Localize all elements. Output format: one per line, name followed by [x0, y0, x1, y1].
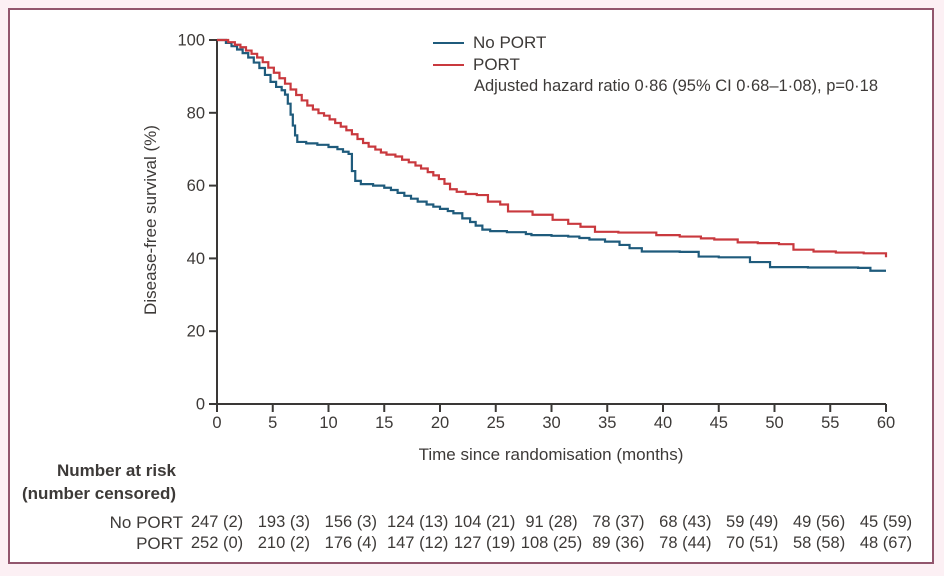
x-axis-tick-label: 0 [212, 414, 221, 432]
axis-tick-labels: 0 20 40 60 80 100 0 5 10 15 20 25 30 35 40 45 50 55 60 [177, 32, 895, 433]
x-axis-tick-label: 15 [375, 414, 393, 432]
figure-frame [8, 8, 934, 564]
at-risk-value: 193 (3) [257, 513, 311, 531]
at-risk-value: 78 (37) [592, 513, 645, 531]
at-risk-value: 176 (4) [324, 534, 377, 552]
at-risk-value: 58 (58) [792, 534, 846, 552]
y-axis-tick-label: 0 [196, 396, 205, 414]
at-risk-value: 91 (28) [525, 513, 578, 531]
number-at-risk-header-line1: Number at risk [56, 461, 176, 480]
x-axis-tick-label: 60 [877, 414, 895, 432]
at-risk-value: 89 (36) [592, 534, 645, 552]
at-risk-value: 147 (12) [386, 534, 449, 552]
at-risk-value: 127 (19) [453, 534, 516, 552]
y-axis-tick-label: 60 [187, 177, 205, 195]
legend-label-port: PORT [473, 55, 520, 74]
x-axis-tick-label: 40 [654, 414, 672, 432]
number-at-risk-header-line2: (number censored) [22, 484, 176, 503]
port-line-swatch [433, 64, 464, 66]
x-axis-tick-label: 10 [319, 414, 337, 432]
x-axis-tick-label: 55 [821, 414, 839, 432]
y-axis-title: Disease-free survival (%) [141, 125, 160, 315]
x-axis-title: Time since randomisation (months) [418, 445, 684, 464]
x-axis-tick-label: 20 [431, 414, 449, 432]
at-risk-value: 48 (67) [859, 534, 913, 552]
at-risk-value: 70 (51) [726, 534, 779, 552]
x-axis-tick-label: 25 [487, 414, 505, 432]
at-risk-value: 45 (59) [859, 513, 913, 531]
y-axis-tick-label: 100 [177, 32, 205, 50]
at-risk-value: 252 (0) [190, 534, 244, 552]
number-at-risk-header: Number at risk (number censored) [18, 459, 176, 505]
survival-curves [217, 38, 888, 272]
legend-item-port: PORT [433, 54, 878, 76]
at-risk-value: 210 (2) [257, 534, 311, 552]
km-curve-no-port [217, 38, 886, 272]
axis-ticks [209, 39, 887, 412]
at-risk-value: 124 (13) [386, 513, 449, 531]
x-axis-tick-label: 30 [542, 414, 560, 432]
at-risk-row-label-port: PORT [136, 534, 183, 553]
at-risk-value: 78 (44) [659, 534, 712, 552]
legend-item-no-port: No PORT [433, 32, 878, 54]
x-axis-tick-label: 50 [765, 414, 783, 432]
at-risk-value: 59 (49) [726, 513, 779, 531]
at-risk-value: 156 (3) [324, 513, 377, 531]
x-axis-tick-label: 5 [268, 414, 277, 432]
x-axis-tick-label: 45 [710, 414, 728, 432]
hazard-ratio-annotation: Adjusted hazard ratio 0·86 (95% CI 0·68–… [474, 77, 879, 95]
at-risk-value: 104 (21) [453, 513, 516, 531]
x-axis-tick-label: 35 [598, 414, 616, 432]
y-axis-tick-label: 80 [187, 104, 205, 122]
km-curve-port [217, 38, 888, 258]
at-risk-value: 108 (25) [520, 534, 583, 552]
legend-label-no-port: No PORT [473, 33, 547, 52]
at-risk-row-label-no-port: No PORT [109, 513, 183, 532]
at-risk-value: 68 (43) [659, 513, 712, 531]
no-port-line-swatch [433, 42, 464, 44]
y-axis-tick-label: 40 [187, 250, 205, 268]
y-axis-tick-label: 20 [187, 323, 205, 341]
legend: No PORT PORT Adjusted hazard ratio 0·86 … [433, 32, 878, 96]
at-risk-value: 49 (56) [792, 513, 846, 531]
at-risk-value: 247 (2) [190, 513, 244, 531]
